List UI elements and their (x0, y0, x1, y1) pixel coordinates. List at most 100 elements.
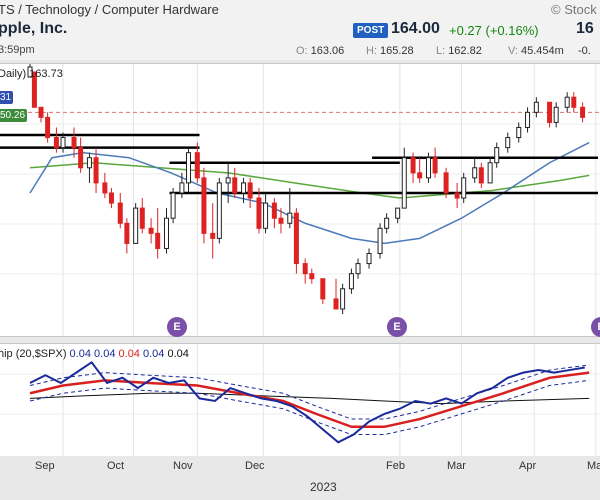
candle-body (271, 202, 277, 219)
candle-body (384, 217, 390, 229)
candle-body (516, 126, 522, 139)
candle-body (580, 106, 586, 118)
candle-body (102, 182, 108, 194)
candle-body (186, 152, 192, 184)
candle-body (443, 172, 449, 194)
volume-value: V: 45.454m (508, 45, 564, 57)
candle-body (377, 227, 383, 255)
green-ma-badge: 50.26 (0, 109, 28, 122)
x-axis: Sep Oct Nov Dec Feb Mar Apr Ma 2023 (0, 456, 600, 500)
candle-body (472, 167, 478, 179)
candle-body (225, 177, 231, 184)
x-tick-label: Sep (35, 460, 55, 472)
candle-body (320, 278, 326, 300)
baseline-line (29, 392, 590, 405)
candle-body (505, 137, 511, 149)
x-tick-label: Dec (245, 460, 265, 472)
candle-body (148, 227, 154, 234)
candle-body (139, 207, 145, 229)
last-price: 164.00 (391, 20, 440, 37)
indicator-title: hip (20,$SPX) 0.04 0.04 0.04 0.04 0.04 (0, 348, 192, 360)
candle-body (241, 182, 247, 194)
relative-strength-pane[interactable]: hip (20,$SPX) 0.04 0.04 0.04 0.04 0.04 (0, 343, 600, 458)
candle-body (71, 137, 77, 149)
candle-body (117, 202, 123, 224)
blue-ma-badge: 31 (0, 91, 14, 104)
candle-body (194, 152, 200, 179)
candle-body (366, 253, 372, 265)
x-tick-label: Oct (107, 460, 125, 472)
change-right-cut: -0. (578, 45, 591, 57)
candle-body (45, 116, 51, 139)
candle-body (425, 157, 431, 179)
candle-body (533, 101, 539, 113)
candle-body (417, 172, 423, 179)
candle-body (571, 96, 577, 108)
candle-body (108, 192, 114, 204)
candle-body (86, 157, 92, 169)
candle-body (179, 182, 185, 194)
relative-strength-ma-line (29, 371, 590, 429)
candle-body (395, 207, 401, 219)
earnings-event-icon[interactable]: E (591, 317, 600, 337)
chart-header: TS / Technology / Computer Hardware pple… (0, 0, 600, 60)
candle-body (78, 147, 84, 169)
x-tick-label: Mar (447, 460, 466, 472)
candle-body (133, 207, 139, 244)
price-right-cut: 16 (576, 20, 594, 37)
timestamp: 3:59pm (0, 44, 35, 56)
candle-body (348, 273, 354, 290)
candle-body (263, 202, 269, 229)
x-tick-label: Feb (386, 460, 405, 472)
candle-body (53, 137, 59, 149)
candle-body (31, 71, 37, 108)
candle-body (454, 192, 460, 199)
candle-body (210, 232, 216, 239)
price-pane[interactable]: Daily) 163.73 31 50.26 E E E (0, 63, 600, 337)
candle-body (60, 137, 66, 149)
breadcrumb[interactable]: TS / Technology / Computer Hardware (0, 2, 219, 17)
candle-body (340, 288, 346, 310)
lower-band-line (29, 379, 590, 436)
relative-strength-line (29, 360, 585, 444)
candle-body (256, 197, 262, 229)
candle-body (553, 106, 559, 123)
candle-body (232, 177, 238, 194)
candle-body (124, 222, 130, 244)
high-value: H: 165.28 (366, 45, 414, 57)
candle-body (564, 96, 570, 108)
x-tick-label: Apr (519, 460, 537, 472)
candle-body (201, 177, 207, 234)
x-tick-label: Ma (587, 460, 600, 472)
candle-body (302, 263, 308, 275)
candle-body (163, 217, 169, 249)
candle-body (216, 182, 222, 239)
candle-body (38, 106, 44, 118)
moving-average-blue-line (29, 141, 590, 245)
company-name: pple, Inc. (0, 20, 68, 37)
candle-body (247, 182, 253, 199)
candle-body (278, 217, 284, 224)
candle-body (333, 298, 339, 310)
brand-logo: © Stock (551, 2, 597, 17)
candle-body (401, 157, 407, 209)
candle-body (410, 157, 416, 174)
candle-body (478, 167, 484, 184)
earnings-event-icon[interactable]: E (167, 317, 187, 337)
candle-body (432, 157, 438, 174)
candle-body (525, 111, 531, 128)
price-pane-title: Daily) 163.73 (0, 68, 63, 80)
post-badge: POST (353, 23, 389, 38)
open-value: O: 163.06 (296, 45, 345, 57)
price-chart-svg (0, 64, 600, 336)
x-tick-label: Nov (173, 460, 193, 472)
candle-body (309, 273, 315, 280)
low-value: L: 162.82 (436, 45, 482, 57)
candle-body (293, 212, 299, 265)
candle-body (170, 192, 176, 219)
price-change: +0.27 (+0.16%) (449, 23, 539, 38)
candle-body (93, 157, 99, 184)
earnings-event-icon[interactable]: E (387, 317, 407, 337)
candle-body (547, 101, 553, 123)
relative-strength-svg (0, 344, 600, 457)
